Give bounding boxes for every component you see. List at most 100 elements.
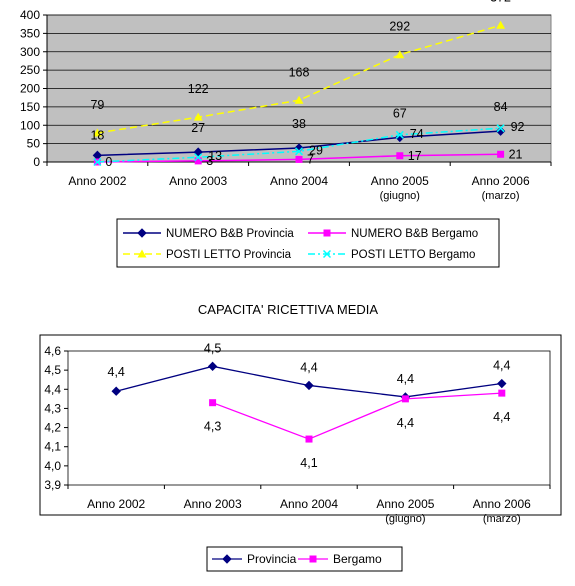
y-tick-label: 4,3 [44, 401, 61, 415]
data-label: 7 [307, 152, 314, 166]
data-point [92, 128, 102, 137]
legend: NUMERO B&B Provincia NUMERO B&B Bergamo PO… [116, 218, 500, 268]
data-label: 13 [208, 149, 222, 163]
legend-label: Bergamo [333, 552, 382, 566]
data-point [194, 157, 202, 165]
data-label: 29 [309, 143, 323, 157]
data-label: 168 [289, 65, 310, 79]
x-tick-label: Anno 2002 [87, 497, 145, 511]
data-label: 67 [393, 106, 407, 120]
y-tick-label: 100 [20, 118, 40, 132]
data-point [111, 386, 121, 396]
legend-marker [137, 228, 147, 238]
data-point [207, 361, 218, 372]
y-tick-label: 4,0 [44, 459, 61, 473]
legend: Provincia Bergamo [206, 546, 403, 572]
data-label: 4,4 [493, 359, 510, 373]
series-line [212, 392, 502, 440]
data-label: 4,4 [397, 372, 414, 386]
data-point [294, 147, 304, 156]
data-point [295, 155, 303, 163]
data-point [193, 147, 203, 157]
legend-marker [222, 554, 232, 564]
data-label: 4,4 [108, 365, 125, 379]
data-label: 292 [389, 20, 410, 34]
x-tick-label: (marzo) [483, 513, 521, 525]
data-label: 79 [90, 98, 104, 112]
chart-frame [39, 334, 562, 516]
data-label: 4,5 [204, 341, 221, 355]
chart-title: CAPACITA' RICETTIVA MEDIA [198, 302, 379, 317]
x-tick-label: Anno 2002 [68, 174, 126, 188]
data-label: 4,4 [493, 410, 510, 424]
y-tick-label: 4,4 [44, 382, 61, 396]
data-point [305, 435, 313, 443]
data-label: 17 [408, 149, 422, 163]
x-tick-label: (giugno) [380, 190, 420, 202]
data-label: 0 [105, 155, 112, 169]
x-tick-label: Anno 2003 [169, 174, 227, 188]
data-label: 84 [494, 100, 508, 114]
data-point [496, 20, 506, 29]
data-label: 3 [206, 154, 213, 168]
legend-label: NUMERO B&B Bergamo [351, 228, 478, 240]
data-point [396, 152, 404, 160]
data-label: 38 [292, 117, 306, 131]
legend-label: POSTI LETTO Bergamo [351, 249, 475, 261]
x-tick-label: (giugno) [385, 513, 425, 525]
x-tick-label: (marzo) [482, 190, 520, 202]
x-tick-label: Anno 2005 [376, 497, 434, 511]
legend-box [116, 218, 500, 268]
y-tick-label: 0 [33, 155, 40, 169]
data-point [498, 389, 506, 397]
data-point [395, 50, 405, 59]
y-tick-label: 4,5 [44, 363, 61, 377]
legend-marker [322, 249, 332, 259]
y-tick-label: 200 [20, 82, 40, 96]
y-tick-label: 150 [20, 100, 40, 114]
data-point [209, 399, 217, 407]
y-tick-label: 300 [20, 45, 40, 59]
legend-marker [137, 249, 147, 258]
data-label: 4,3 [204, 420, 221, 434]
data-label: 122 [188, 82, 209, 96]
legend-label: POSTI LETTO Provincia [166, 249, 292, 261]
data-label: 18 [90, 128, 104, 142]
data-point [497, 150, 505, 158]
data-label: 27 [191, 121, 205, 135]
data-point [294, 95, 304, 104]
plot-area [67, 350, 551, 486]
data-point [401, 395, 409, 403]
data-point [304, 380, 314, 391]
data-label: 372 [490, 0, 511, 4]
y-tick-label: 3,9 [44, 478, 61, 492]
data-label: 4,4 [300, 360, 317, 374]
data-point [496, 124, 505, 133]
data-point [497, 378, 507, 389]
x-tick-label: Anno 2006 [473, 497, 531, 511]
y-tick-label: 250 [20, 63, 40, 77]
data-label: 92 [511, 120, 525, 134]
x-tick-label: Anno 2006 [472, 174, 530, 188]
data-point [93, 157, 102, 167]
data-label: 74 [410, 127, 424, 141]
bb-count-chart: 0 50 100 150 200 250 300 350 400 Anno 2002 Anno 20… [20, 0, 552, 268]
x-tick-label: Anno 2003 [184, 497, 242, 511]
y-tick-label: 4,2 [44, 421, 61, 435]
data-point [194, 153, 203, 162]
y-tick-label: 4,1 [44, 440, 61, 454]
y-tick-label: 50 [27, 137, 41, 151]
x-tick-label: Anno 2004 [280, 497, 338, 511]
y-tick-label: 4,6 [44, 344, 61, 358]
legend-label: Provincia [247, 552, 297, 566]
capacity-chart: CAPACITA' RICETTIVA MEDIA 3,9 4,0 4,1 4,2 4,3… [39, 302, 562, 572]
x-tick-label: Anno 2004 [270, 174, 328, 188]
data-label: 4,1 [300, 456, 317, 470]
legend-marker [309, 555, 317, 563]
data-point [193, 112, 203, 121]
data-label: 4,4 [397, 416, 414, 430]
data-point [395, 130, 404, 139]
x-tick-label: Anno 2005 [371, 174, 429, 188]
y-tick-label: 350 [20, 26, 40, 40]
